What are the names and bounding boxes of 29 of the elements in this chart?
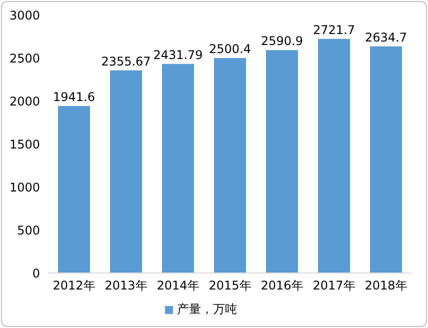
data-label: 2590.9	[261, 34, 303, 48]
data-label: 1941.6	[53, 90, 95, 104]
y-tick-label: 3000	[9, 8, 40, 22]
data-label: 2634.7	[365, 30, 407, 44]
y-tick-label: 2500	[9, 51, 40, 66]
bar	[162, 64, 194, 273]
bar	[58, 106, 90, 273]
y-tick-label: 0	[32, 266, 40, 280]
bar	[370, 46, 402, 273]
x-tick-label: 2012年	[52, 278, 96, 293]
x-tick-label: 2013年	[104, 278, 148, 293]
x-tick-label: 2017年	[312, 278, 356, 293]
data-label: 2431.79	[153, 48, 203, 62]
data-label: 2500.4	[209, 42, 251, 56]
bar	[266, 50, 298, 273]
bar	[214, 58, 246, 273]
bar	[318, 38, 350, 273]
x-tick-label: 2016年	[260, 278, 304, 293]
data-label: 2355.67	[101, 54, 151, 68]
x-tick-label: 2015年	[208, 278, 252, 293]
y-tick-label: 2000	[9, 94, 40, 108]
x-tick-label: 2014年	[156, 278, 200, 293]
data-label: 2721.7	[313, 22, 355, 37]
legend-label: 产量，万吨	[177, 302, 237, 316]
x-tick-label: 2018年	[364, 278, 408, 293]
y-tick-label: 1000	[9, 180, 40, 194]
bar	[110, 70, 142, 273]
y-tick-label: 500	[17, 223, 40, 238]
y-tick-label: 1500	[9, 137, 40, 152]
